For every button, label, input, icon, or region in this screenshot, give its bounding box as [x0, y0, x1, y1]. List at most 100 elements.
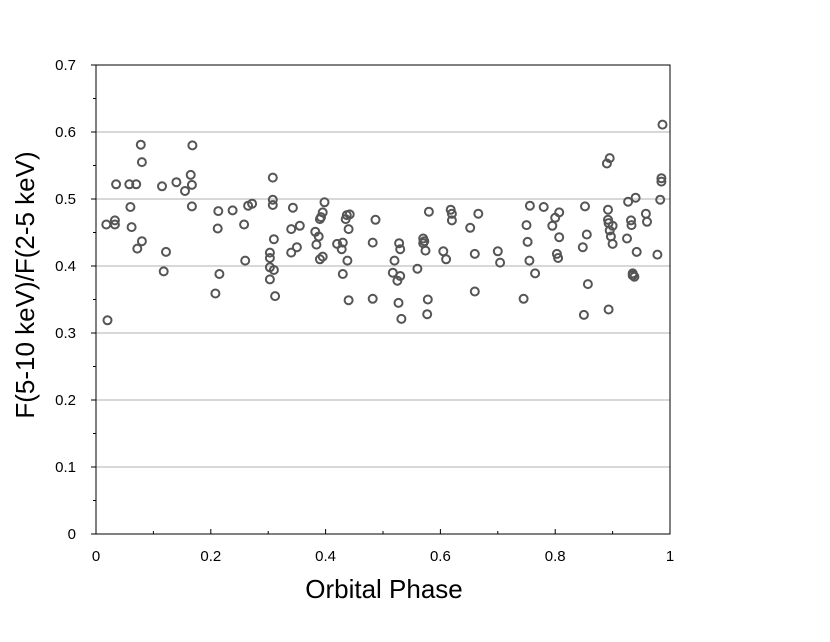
data-point	[629, 271, 640, 282]
data-point	[185, 169, 196, 180]
data-point	[530, 268, 541, 279]
y-tick-label: 0	[68, 526, 76, 543]
y-tick-label: 0.2	[55, 392, 76, 409]
data-point	[294, 220, 305, 231]
data-point	[214, 269, 225, 279]
data-point	[187, 140, 198, 151]
data-point	[473, 208, 484, 219]
data-point	[267, 194, 278, 205]
data-point	[554, 232, 565, 243]
data-point	[578, 309, 589, 320]
data-point	[367, 293, 378, 304]
data-point	[607, 238, 618, 249]
data-point	[652, 249, 663, 260]
y-tick-label: 0.7	[55, 57, 76, 74]
data-point	[102, 315, 113, 326]
data-point	[264, 247, 275, 258]
data-point	[344, 209, 355, 220]
data-point	[286, 247, 297, 258]
data-point	[422, 309, 433, 320]
data-point	[389, 255, 400, 266]
data-point	[422, 294, 433, 305]
data-points	[101, 119, 668, 326]
x-tick-label: 0.2	[200, 548, 221, 565]
data-point	[212, 223, 223, 234]
data-point	[524, 200, 535, 211]
grid-lines	[96, 64, 670, 468]
data-point	[469, 286, 480, 297]
data-point	[135, 139, 146, 150]
data-point	[657, 119, 668, 130]
data-point	[239, 219, 250, 230]
data-point	[524, 255, 535, 266]
data-point	[343, 224, 354, 235]
data-point	[367, 237, 378, 248]
y-tick-label: 0.6	[55, 124, 76, 141]
data-point	[603, 204, 613, 215]
data-point	[656, 173, 667, 184]
x-tick-label: 0.8	[545, 548, 566, 565]
data-point	[554, 207, 565, 218]
data-point	[395, 271, 406, 281]
data-point	[553, 253, 564, 263]
data-point	[336, 244, 347, 255]
y-tick-label: 0.5	[55, 191, 76, 208]
data-point	[132, 243, 143, 254]
data-point	[126, 222, 137, 233]
data-point	[604, 153, 615, 164]
data-point	[412, 263, 423, 274]
data-point	[267, 200, 278, 210]
data-point	[370, 214, 381, 225]
y-tick-label: 0.1	[55, 459, 76, 476]
data-point	[393, 297, 404, 308]
data-point	[603, 304, 614, 315]
data-point	[136, 157, 147, 168]
data-point	[492, 246, 503, 257]
data-point	[319, 197, 330, 208]
y-tick-label: 0.4	[55, 258, 76, 275]
data-point	[441, 254, 452, 265]
data-point	[268, 234, 279, 245]
data-point	[213, 206, 224, 217]
data-point	[111, 179, 122, 190]
data-point	[396, 313, 407, 324]
data-point	[522, 236, 533, 247]
data-point	[186, 179, 197, 190]
plot-border	[95, 64, 671, 535]
data-point	[580, 201, 590, 212]
data-point	[395, 244, 406, 255]
data-point	[158, 266, 169, 277]
data-point	[465, 222, 476, 233]
data-point	[423, 206, 434, 217]
data-point	[287, 202, 298, 213]
data-point	[125, 202, 136, 212]
data-point	[469, 248, 480, 259]
data-point	[446, 208, 457, 219]
data-point	[267, 172, 278, 183]
data-point	[311, 239, 322, 250]
data-point	[314, 254, 325, 265]
y-axis: 0 0.1 0.2 0.3 0.4 0.5 0.6 0.7	[55, 57, 96, 543]
data-point	[420, 245, 431, 256]
data-point	[343, 295, 354, 306]
data-point	[607, 220, 618, 231]
data-point	[180, 186, 190, 196]
data-point	[655, 194, 666, 205]
data-point	[642, 216, 652, 227]
y-axis-title: F(5-10 keV)/F(2-5 keV)	[10, 151, 40, 418]
y-tick-label: 0.3	[55, 325, 76, 342]
plot-frame	[95, 64, 671, 535]
data-point	[626, 215, 636, 226]
data-point	[131, 179, 142, 190]
data-point	[240, 255, 251, 266]
data-point	[109, 219, 120, 230]
data-point	[286, 224, 297, 235]
data-point	[521, 220, 532, 231]
data-point	[622, 233, 632, 244]
x-axis-title: Orbital Phase	[305, 574, 463, 604]
x-tick-label: 0	[92, 548, 100, 565]
data-point	[270, 291, 281, 302]
x-tick-label: 0.6	[430, 548, 451, 565]
data-point	[316, 212, 326, 223]
